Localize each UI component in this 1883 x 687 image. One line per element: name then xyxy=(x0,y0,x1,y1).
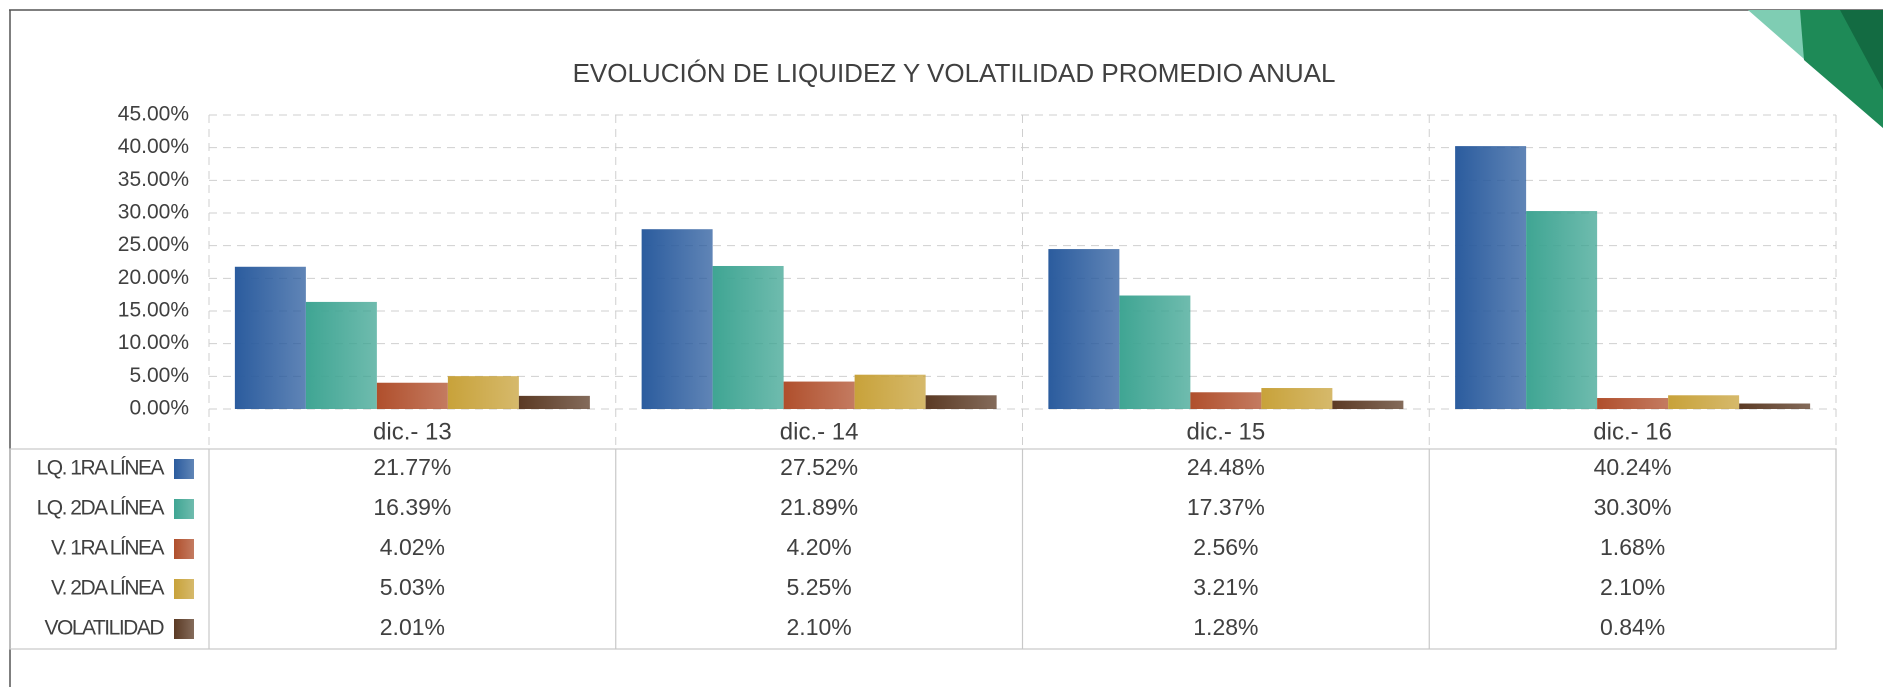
legend-swatch xyxy=(174,459,194,479)
table-value: 27.52% xyxy=(780,454,858,480)
y-tick-label: 25.00% xyxy=(118,233,189,256)
bar xyxy=(377,383,448,409)
legend-label: LQ. 1RA LÍNEA xyxy=(37,457,165,480)
table-value: 1.68% xyxy=(1600,534,1665,560)
y-tick-label: 40.00% xyxy=(118,135,189,158)
table-value: 2.10% xyxy=(1600,574,1665,600)
bar xyxy=(1455,146,1526,409)
y-tick-label: 10.00% xyxy=(118,331,189,354)
bar xyxy=(1261,388,1332,409)
data-table xyxy=(10,449,1836,649)
chart: EVOLUCIÓN DE LIQUIDEZ Y VOLATILIDAD PROM… xyxy=(0,0,1883,687)
table-value: 16.39% xyxy=(373,494,451,520)
legend-swatch xyxy=(174,499,194,519)
legend-swatch xyxy=(174,619,194,639)
table-value: 30.30% xyxy=(1594,494,1672,520)
bar xyxy=(1332,401,1403,409)
bar xyxy=(1048,249,1119,409)
legend-label: V. 1RA LÍNEA xyxy=(51,537,164,560)
table-value: 3.21% xyxy=(1193,574,1258,600)
table-value: 0.84% xyxy=(1600,614,1665,640)
legend-label: VOLATILIDAD xyxy=(45,617,165,640)
bar xyxy=(642,229,713,409)
bar xyxy=(784,382,855,409)
y-tick-label: 45.00% xyxy=(118,103,189,126)
chart-title: EVOLUCIÓN DE LIQUIDEZ Y VOLATILIDAD PROM… xyxy=(573,58,1336,88)
y-tick-label: 5.00% xyxy=(129,364,189,387)
bar xyxy=(519,396,590,409)
x-tick-label: dic.- 13 xyxy=(373,418,452,445)
x-tick-label: dic.- 15 xyxy=(1187,418,1266,445)
table-value: 17.37% xyxy=(1187,494,1265,520)
bar xyxy=(713,266,784,409)
table-value: 21.77% xyxy=(373,454,451,480)
y-tick-label: 20.00% xyxy=(118,266,189,289)
legend-label: V. 2DA LÍNEA xyxy=(51,577,164,600)
x-tick-label: dic.- 14 xyxy=(780,418,859,445)
table-value: 4.02% xyxy=(380,534,445,560)
bar xyxy=(1526,211,1597,409)
table-value: 2.56% xyxy=(1193,534,1258,560)
bar xyxy=(1190,392,1261,409)
table-value: 2.01% xyxy=(380,614,445,640)
bar xyxy=(235,267,306,409)
table-value: 2.10% xyxy=(787,614,852,640)
table-value: 5.25% xyxy=(787,574,852,600)
bar xyxy=(926,395,997,409)
table-value: 4.20% xyxy=(787,534,852,560)
x-tick-label: dic.- 16 xyxy=(1593,418,1672,445)
table-value: 24.48% xyxy=(1187,454,1265,480)
bar xyxy=(448,376,519,409)
legend-swatch xyxy=(174,579,194,599)
y-tick-label: 35.00% xyxy=(118,168,189,191)
bar xyxy=(1668,395,1739,409)
legend-swatch xyxy=(174,539,194,559)
bar xyxy=(1119,296,1190,409)
table-value: 1.28% xyxy=(1193,614,1258,640)
y-tick-label: 30.00% xyxy=(118,201,189,224)
table-value: 21.89% xyxy=(780,494,858,520)
y-tick-label: 15.00% xyxy=(118,299,189,322)
y-tick-label: 0.00% xyxy=(129,397,189,420)
table-value: 40.24% xyxy=(1594,454,1672,480)
page: {"chart_data": {"type": "bar", "title": … xyxy=(0,0,1883,687)
bar xyxy=(855,375,926,409)
bar xyxy=(306,302,377,409)
bar xyxy=(1597,398,1668,409)
table-value: 5.03% xyxy=(380,574,445,600)
legend-label: LQ. 2DA LÍNEA xyxy=(37,497,165,520)
bar xyxy=(1739,404,1810,409)
